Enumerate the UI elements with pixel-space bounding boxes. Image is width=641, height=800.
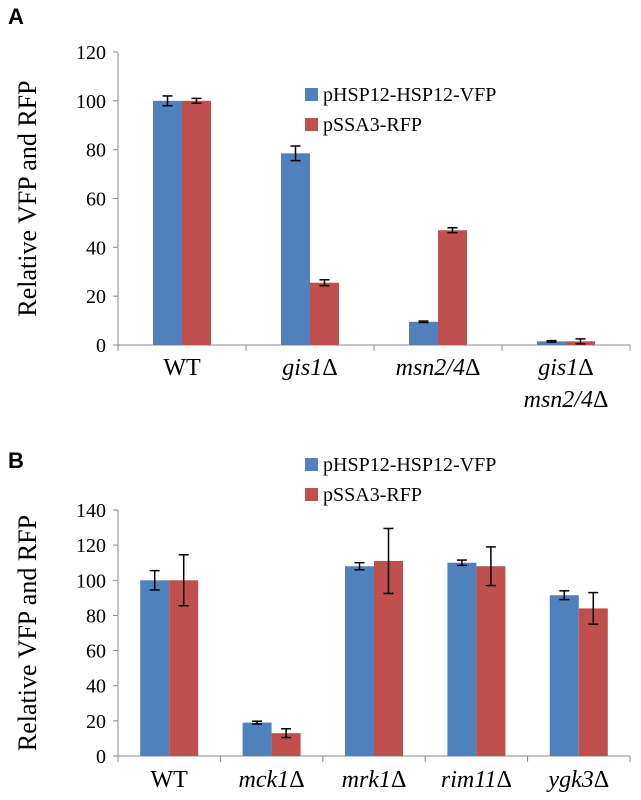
chart-b-y-tick-label-7: 140 (76, 500, 106, 522)
chart-b-legend-label-1: pSSA3-RFP (323, 484, 422, 506)
chart-a-category-label-line2-3-part-1: Δ (593, 387, 608, 413)
chart-b-category-label-3-part-0: rim11 (441, 767, 497, 793)
chart-b-category-label-1: mck1Δ (239, 767, 305, 793)
chart-b-y-tick-label-3: 60 (86, 641, 106, 663)
chart-a-y-axis-label: Relative VFP and RFP (13, 80, 42, 316)
chart-a-y-tick-label-6: 120 (76, 42, 106, 64)
chart-a-bar-s0-c1 (281, 153, 310, 345)
chart-b-bar-s0-c2 (345, 566, 374, 756)
chart-b-category-label-4-part-1: Δ (594, 767, 609, 793)
chart-b-legend-swatch-1 (305, 488, 318, 501)
chart-a-category-label-3-part-0: gis1 (538, 355, 578, 381)
chart-b-category-label-0-part-0: WT (151, 767, 189, 793)
chart-a-category-label-line2-3-part-0: msn2/4 (524, 387, 593, 413)
chart-b-y-tick-label-1: 20 (86, 711, 106, 733)
chart-a-y-tick-label-5: 100 (76, 91, 106, 113)
chart-b-y-tick-label-5: 100 (76, 570, 106, 592)
panel-label-a: A (8, 4, 24, 29)
chart-a-category-label-2-part-1: Δ (465, 355, 480, 381)
chart-b-category-label-3: rim11Δ (441, 767, 512, 793)
chart-a-bar-s1-c2 (438, 230, 467, 345)
chart-b-bar-s1-c3 (476, 566, 506, 756)
chart-a-y-tick-label-4: 80 (86, 140, 106, 162)
chart-a-y-tick-label-2: 40 (86, 237, 106, 259)
chart-a-legend-label-0: pHSP12-HSP12-VFP (323, 84, 496, 106)
panel-label-b: B (8, 448, 24, 473)
chart-b-category-label-3-part-1: Δ (496, 767, 511, 793)
chart-b-category-label-0: WT (151, 767, 189, 793)
chart-b-y-tick-label-4: 80 (86, 605, 106, 627)
chart-a-category-label-1-part-1: Δ (322, 355, 337, 381)
chart-a-y-tick-label-0: 0 (96, 335, 106, 357)
chart-a-category-label-line2-3: msn2/4Δ (524, 387, 609, 413)
chart-b-bar-s0-c1 (242, 722, 272, 756)
chart-b-category-label-4-part-0: ygk3 (546, 767, 593, 793)
chart-a-bar-s0-c3 (537, 341, 566, 345)
chart-b-category-label-1-part-0: mck1 (239, 767, 290, 793)
chart-a-category-label-0-part-0: WT (163, 355, 201, 381)
chart-b-y-tick-label-0: 0 (96, 746, 106, 768)
chart-b-y-tick-label-6: 120 (76, 535, 106, 557)
chart-a-category-label-2: msn2/4Δ (396, 355, 481, 381)
chart-a-y-tick-label-3: 60 (86, 189, 106, 211)
chart-b-category-label-4: ygk3Δ (546, 767, 609, 793)
chart-a-bar-s1-c1 (310, 282, 339, 345)
chart-a-category-label-2-part-0: msn2/4 (396, 355, 465, 381)
chart-a-category-label-1-part-0: gis1 (282, 355, 322, 381)
chart-a-legend-swatch-1 (305, 118, 318, 131)
chart-b-bar-s1-c1 (271, 733, 301, 756)
chart-b-category-label-2-part-0: mrk1 (342, 767, 391, 793)
chart-a-category-label-3: gis1Δ (538, 355, 593, 381)
chart-a-legend-label-1: pSSA3-RFP (323, 114, 422, 136)
chart-b-category-label-2: mrk1Δ (342, 767, 407, 793)
chart-a-y-tick-label-1: 20 (86, 286, 106, 308)
chart-b-legend-swatch-0 (305, 458, 318, 471)
chart-b-bar-s1-c0 (169, 580, 199, 756)
chart-a-category-label-1: gis1Δ (282, 355, 337, 381)
chart-b-bar-s0-c0 (140, 580, 170, 756)
chart-a-category-label-3-part-1: Δ (578, 355, 593, 381)
chart-b-y-tick-label-2: 40 (86, 676, 106, 698)
chart-b-bar-s0-c4 (549, 595, 579, 756)
chart-b-bar-s0-c3 (447, 562, 477, 756)
chart-a-bar-s1-c0 (182, 100, 211, 345)
chart-a-legend-swatch-0 (305, 88, 318, 101)
chart-b-category-label-1-part-1: Δ (289, 767, 304, 793)
chart-a-category-label-0: WT (163, 355, 201, 381)
chart-b-legend-label-0: pHSP12-HSP12-VFP (323, 454, 496, 476)
chart-b-y-axis-label: Relative VFP and RFP (13, 515, 42, 751)
chart-a-bar-s0-c0 (153, 100, 182, 345)
chart-b-category-label-2-part-1: Δ (391, 767, 406, 793)
chart-a-bar-s0-c2 (409, 321, 438, 345)
chart-b-bar-s1-c4 (578, 608, 608, 756)
